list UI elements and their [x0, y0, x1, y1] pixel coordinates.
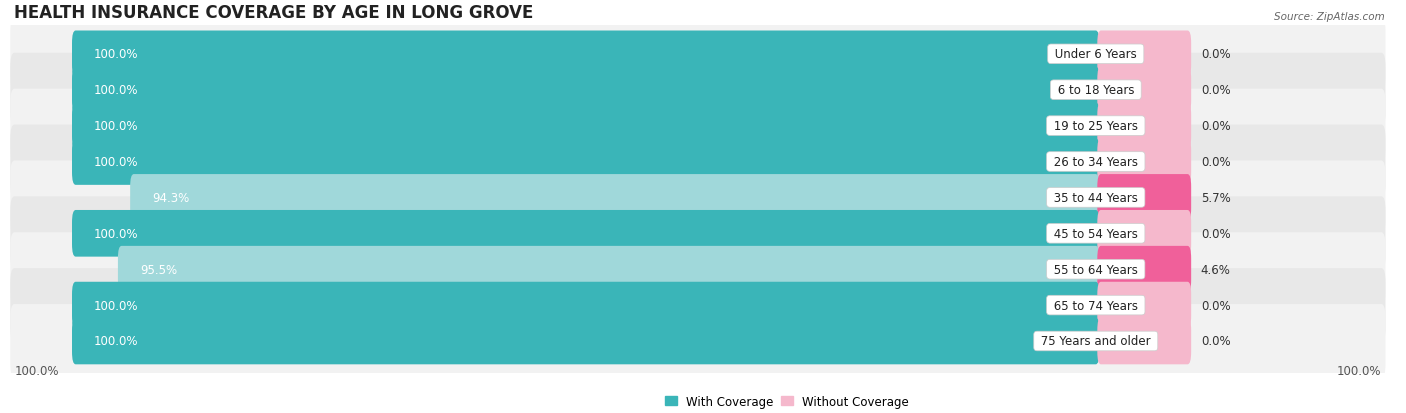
Text: 100.0%: 100.0%: [94, 335, 138, 348]
FancyBboxPatch shape: [1097, 31, 1191, 78]
Text: 26 to 34 Years: 26 to 34 Years: [1050, 156, 1142, 169]
Text: 100.0%: 100.0%: [14, 364, 59, 377]
FancyBboxPatch shape: [10, 304, 1385, 378]
Text: 0.0%: 0.0%: [1201, 156, 1230, 169]
Text: 65 to 74 Years: 65 to 74 Years: [1050, 299, 1142, 312]
Text: 0.0%: 0.0%: [1201, 84, 1230, 97]
Text: HEALTH INSURANCE COVERAGE BY AGE IN LONG GROVE: HEALTH INSURANCE COVERAGE BY AGE IN LONG…: [14, 4, 534, 22]
FancyBboxPatch shape: [10, 197, 1385, 271]
FancyBboxPatch shape: [72, 103, 1099, 150]
FancyBboxPatch shape: [1097, 67, 1191, 114]
FancyBboxPatch shape: [72, 318, 1099, 364]
Text: 95.5%: 95.5%: [139, 263, 177, 276]
Text: 0.0%: 0.0%: [1201, 299, 1230, 312]
FancyBboxPatch shape: [1097, 246, 1191, 293]
FancyBboxPatch shape: [131, 175, 1099, 221]
Text: 35 to 44 Years: 35 to 44 Years: [1050, 192, 1142, 204]
Text: 100.0%: 100.0%: [94, 299, 138, 312]
FancyBboxPatch shape: [1097, 175, 1191, 221]
Text: 45 to 54 Years: 45 to 54 Years: [1050, 227, 1142, 240]
Text: Under 6 Years: Under 6 Years: [1052, 48, 1140, 61]
Text: 19 to 25 Years: 19 to 25 Years: [1050, 120, 1142, 133]
FancyBboxPatch shape: [10, 18, 1385, 92]
FancyBboxPatch shape: [10, 125, 1385, 199]
Text: 5.7%: 5.7%: [1201, 192, 1230, 204]
Text: 55 to 64 Years: 55 to 64 Years: [1050, 263, 1142, 276]
FancyBboxPatch shape: [10, 54, 1385, 127]
Text: 6 to 18 Years: 6 to 18 Years: [1053, 84, 1137, 97]
Text: 4.6%: 4.6%: [1201, 263, 1230, 276]
FancyBboxPatch shape: [10, 90, 1385, 163]
Text: 100.0%: 100.0%: [94, 156, 138, 169]
Text: 100.0%: 100.0%: [1337, 364, 1382, 377]
FancyBboxPatch shape: [72, 31, 1099, 78]
FancyBboxPatch shape: [118, 246, 1099, 293]
FancyBboxPatch shape: [1097, 211, 1191, 257]
Text: 100.0%: 100.0%: [94, 48, 138, 61]
FancyBboxPatch shape: [10, 161, 1385, 235]
Text: 75 Years and older: 75 Years and older: [1038, 335, 1154, 348]
FancyBboxPatch shape: [10, 233, 1385, 306]
FancyBboxPatch shape: [1097, 318, 1191, 364]
Text: 0.0%: 0.0%: [1201, 227, 1230, 240]
Text: 100.0%: 100.0%: [94, 120, 138, 133]
Text: 100.0%: 100.0%: [94, 84, 138, 97]
FancyBboxPatch shape: [1097, 139, 1191, 185]
Text: 0.0%: 0.0%: [1201, 120, 1230, 133]
FancyBboxPatch shape: [1097, 282, 1191, 329]
Text: 0.0%: 0.0%: [1201, 48, 1230, 61]
FancyBboxPatch shape: [10, 268, 1385, 342]
FancyBboxPatch shape: [72, 211, 1099, 257]
FancyBboxPatch shape: [72, 67, 1099, 114]
FancyBboxPatch shape: [1097, 103, 1191, 150]
Text: 94.3%: 94.3%: [152, 192, 190, 204]
Text: 0.0%: 0.0%: [1201, 335, 1230, 348]
Text: Source: ZipAtlas.com: Source: ZipAtlas.com: [1274, 12, 1385, 22]
FancyBboxPatch shape: [72, 282, 1099, 329]
Legend: With Coverage, Without Coverage: With Coverage, Without Coverage: [661, 390, 914, 413]
Text: 100.0%: 100.0%: [94, 227, 138, 240]
FancyBboxPatch shape: [72, 139, 1099, 185]
